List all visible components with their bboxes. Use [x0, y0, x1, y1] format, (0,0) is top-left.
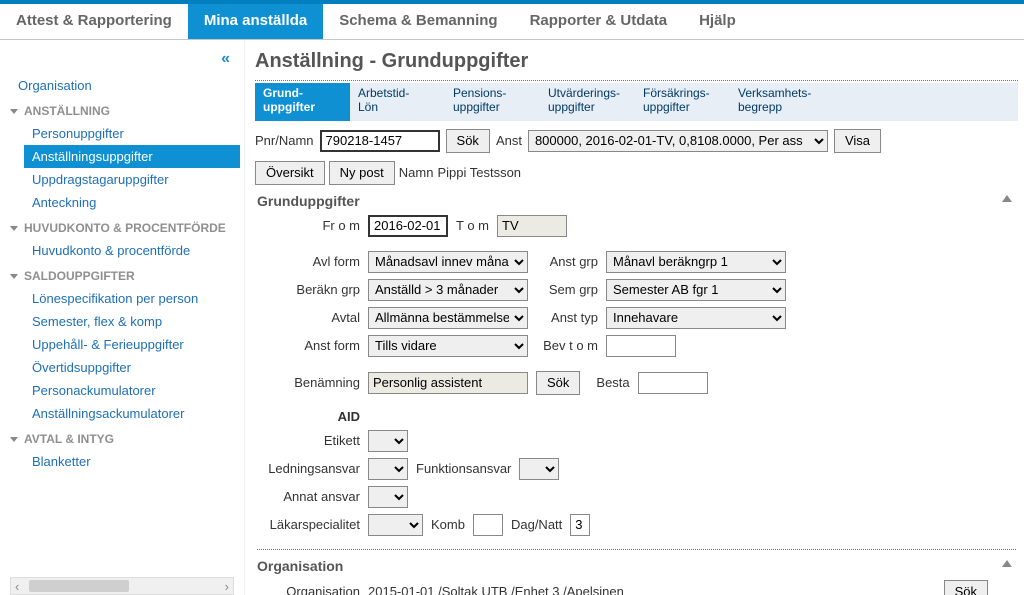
- chevron-down-icon: [10, 437, 18, 442]
- sidebar: « Organisation ANSTÄLLNING Personuppgift…: [0, 40, 245, 595]
- sidebar-item-anstallningsuppgifter[interactable]: Anställningsuppgifter: [24, 145, 240, 168]
- etikett-label: Etikett: [265, 433, 360, 448]
- sub-tabs: Grund-uppgifter Arbetstid-Lön Pensions-u…: [255, 83, 1018, 121]
- scroll-left-icon[interactable]: ‹: [15, 579, 19, 594]
- chevron-down-icon: [10, 109, 18, 114]
- besta-label: Besta: [596, 375, 629, 390]
- scroll-thumb[interactable]: [29, 580, 129, 592]
- sidebar-collapse-icon[interactable]: «: [0, 46, 244, 68]
- tab-rapporter[interactable]: Rapporter & Utdata: [514, 4, 684, 39]
- name-label: Namn: [399, 165, 434, 180]
- sidebar-item-personack[interactable]: Personackumulatorer: [24, 379, 240, 402]
- subtab-arbetstid[interactable]: Arbetstid-Lön: [350, 83, 445, 121]
- main-content: Anställning - Grunduppgifter Grund-uppgi…: [245, 40, 1024, 595]
- dagnatt-input[interactable]: [570, 514, 590, 536]
- organisation-value: 2015-01-01 /Soltak UTB /Enhet 3 /Apelsin…: [368, 584, 936, 595]
- sidebar-header-huvudkonto[interactable]: HUVUDKONTO & PROCENTFÖRDE: [10, 214, 240, 239]
- collapse-icon[interactable]: [1002, 195, 1012, 202]
- section-organisation: Organisation: [257, 558, 1018, 574]
- sidebar-header-anstallning[interactable]: ANSTÄLLNING: [10, 97, 240, 122]
- avlform-label: Avl form: [265, 254, 360, 269]
- berakn-select[interactable]: Anställd > 3 månader: [368, 279, 528, 301]
- anst-select[interactable]: 800000, 2016-02-01-TV, 0,8108.0000, Per …: [528, 130, 828, 152]
- sidebar-item-uppehall[interactable]: Uppehåll- & Ferieuppgifter: [24, 333, 240, 356]
- anstform-label: Anst form: [265, 338, 360, 353]
- collapse-icon[interactable]: [1002, 560, 1012, 567]
- sidebar-item-personuppgifter[interactable]: Personuppgifter: [24, 122, 240, 145]
- benamning-sok-button[interactable]: Sök: [536, 371, 580, 395]
- anstgrp-select[interactable]: Månavl beräkngrp 1: [606, 251, 786, 273]
- bevtom-label: Bev t o m: [536, 338, 598, 353]
- subtab-forsakring[interactable]: Försäkrings-uppgifter: [635, 83, 730, 121]
- benamning-input[interactable]: [368, 372, 528, 394]
- page-title: Anställning - Grunduppgifter: [255, 50, 1018, 73]
- oversikt-button[interactable]: Översikt: [255, 161, 325, 185]
- funktionsansvar-select[interactable]: [519, 458, 559, 480]
- avlform-select[interactable]: Månadsavl innev månad: [368, 251, 528, 273]
- tab-attest[interactable]: Attest & Rapportering: [0, 4, 188, 39]
- ledningsansvar-select[interactable]: [368, 458, 408, 480]
- section-grunduppgifter: Grunduppgifter: [257, 193, 1018, 209]
- sok-button[interactable]: Sök: [446, 129, 490, 153]
- sidebar-scrollbar[interactable]: ‹ ›: [10, 577, 234, 595]
- name-value: Pippi Testsson: [437, 165, 521, 180]
- sidebar-header-saldouppgifter[interactable]: SALDOUPPGIFTER: [10, 262, 240, 287]
- tab-schema[interactable]: Schema & Bemanning: [323, 4, 513, 39]
- sidebar-item-anstack[interactable]: Anställningsackumulatorer: [24, 402, 240, 425]
- dagnatt-label: Dag/Natt: [511, 517, 562, 532]
- sidebar-item-organisation[interactable]: Organisation: [10, 74, 240, 97]
- organisation-label: Organisation: [265, 584, 360, 595]
- bevtom-input[interactable]: [606, 335, 676, 357]
- tab-mina-anstallda[interactable]: Mina anställda: [188, 4, 323, 39]
- sidebar-item-lonespec[interactable]: Lönespecifikation per person: [24, 287, 240, 310]
- subtab-verksamhet[interactable]: Verksamhets-begrepp: [730, 83, 825, 121]
- main-nav: Attest & Rapportering Mina anställda Sch…: [0, 4, 1024, 40]
- semgrp-label: Sem grp: [536, 282, 598, 297]
- subtab-utvardering[interactable]: Utvärderings-uppgifter: [540, 83, 635, 121]
- visa-button[interactable]: Visa: [834, 129, 881, 153]
- from-input[interactable]: [368, 215, 448, 237]
- tom-label: T o m: [456, 218, 489, 233]
- besta-input[interactable]: [638, 372, 708, 394]
- semgrp-select[interactable]: Semester AB fgr 1: [606, 279, 786, 301]
- sidebar-item-semester[interactable]: Semester, flex & komp: [24, 310, 240, 333]
- subtab-grunduppgifter[interactable]: Grund-uppgifter: [255, 83, 350, 121]
- lakar-select[interactable]: [368, 514, 423, 536]
- ansttyp-label: Anst typ: [536, 310, 598, 325]
- chevron-down-icon: [10, 274, 18, 279]
- nypost-button[interactable]: Ny post: [329, 161, 395, 185]
- aid-header: AID: [265, 409, 360, 424]
- annatansvar-label: Annat ansvar: [265, 489, 360, 504]
- anstform-select[interactable]: Tills vidare: [368, 335, 528, 357]
- berakn-label: Beräkn grp: [265, 282, 360, 297]
- annatansvar-select[interactable]: [368, 486, 408, 508]
- organisation-sok-button[interactable]: Sök: [944, 580, 988, 595]
- sidebar-item-overtid[interactable]: Övertidsuppgifter: [24, 356, 240, 379]
- from-label: Fr o m: [265, 218, 360, 233]
- ansttyp-select[interactable]: Innehavare: [606, 307, 786, 329]
- sidebar-item-huvudkonto[interactable]: Huvudkonto & procentförde: [24, 239, 240, 262]
- ledningsansvar-label: Ledningsansvar: [265, 461, 360, 476]
- anstgrp-label: Anst grp: [536, 254, 598, 269]
- tab-hjalp[interactable]: Hjälp: [683, 4, 752, 39]
- subtab-pension[interactable]: Pensions-uppgifter: [445, 83, 540, 121]
- sidebar-header-avtal[interactable]: AVTAL & INTYG: [10, 425, 240, 450]
- scroll-right-icon[interactable]: ›: [225, 579, 229, 594]
- chevron-down-icon: [10, 226, 18, 231]
- tom-input[interactable]: [497, 215, 567, 237]
- pnr-label: Pnr/Namn: [255, 133, 314, 148]
- funktionsansvar-label: Funktionsansvar: [416, 461, 511, 476]
- komb-label: Komb: [431, 517, 465, 532]
- sidebar-item-uppdragstagaruppgifter[interactable]: Uppdragstagaruppgifter: [24, 168, 240, 191]
- etikett-select[interactable]: [368, 430, 408, 452]
- avtal-label: Avtal: [265, 310, 360, 325]
- komb-input[interactable]: [473, 514, 503, 536]
- anst-label: Anst: [496, 133, 522, 148]
- avtal-select[interactable]: Allmänna bestämmelser: [368, 307, 528, 329]
- sidebar-item-blanketter[interactable]: Blanketter: [24, 450, 240, 473]
- pnr-input[interactable]: [320, 130, 440, 152]
- sidebar-item-anteckning[interactable]: Anteckning: [24, 191, 240, 214]
- benamning-label: Benämning: [265, 375, 360, 390]
- lakar-label: Läkarspecialitet: [265, 517, 360, 532]
